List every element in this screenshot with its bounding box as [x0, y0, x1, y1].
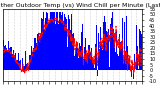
Title: Milwaukee Weather Outdoor Temp (vs) Wind Chill per Minute (Last 24 Hours): Milwaukee Weather Outdoor Temp (vs) Wind…: [0, 3, 160, 8]
